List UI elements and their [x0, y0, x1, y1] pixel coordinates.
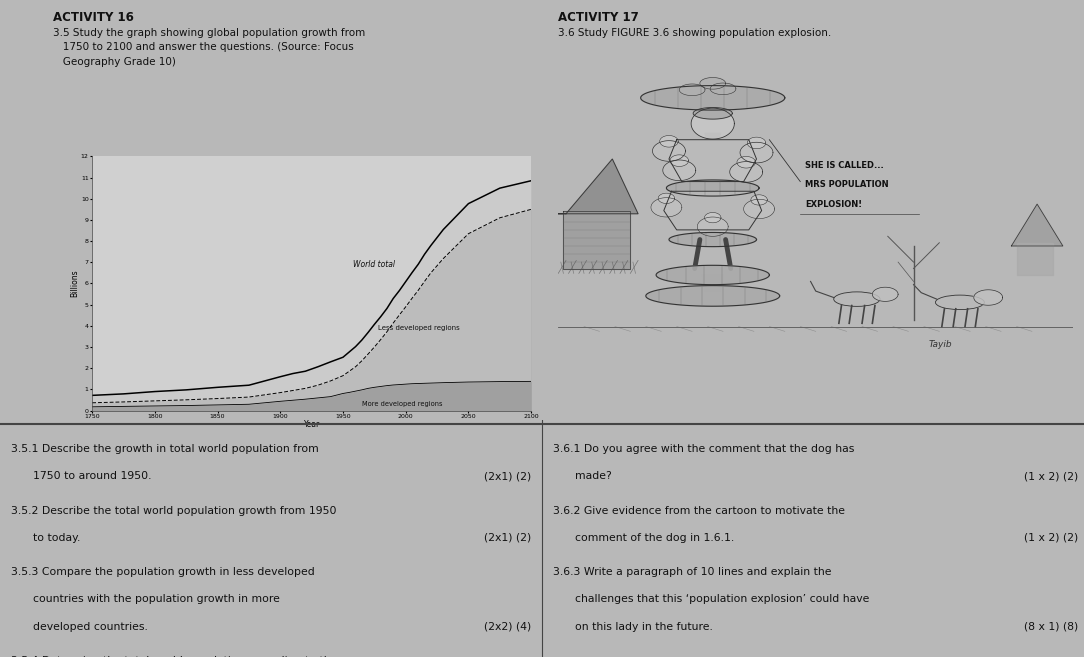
- Text: ACTIVITY 17: ACTIVITY 17: [558, 11, 638, 24]
- Polygon shape: [700, 78, 725, 89]
- Polygon shape: [744, 199, 774, 219]
- Text: 3.5 Study the graph showing global population growth from: 3.5 Study the graph showing global popul…: [53, 28, 365, 37]
- Polygon shape: [873, 287, 898, 302]
- Polygon shape: [973, 290, 1003, 306]
- Polygon shape: [737, 156, 756, 168]
- Text: to today.: to today.: [33, 533, 80, 543]
- Text: 1750 to around 1950.: 1750 to around 1950.: [33, 471, 151, 482]
- Polygon shape: [740, 143, 773, 163]
- Text: Geography Grade 10): Geography Grade 10): [53, 57, 177, 67]
- Polygon shape: [667, 180, 759, 196]
- Polygon shape: [705, 212, 721, 223]
- Text: 3.5.3 Compare the population growth in less developed: 3.5.3 Compare the population growth in l…: [11, 567, 314, 577]
- Text: challenges that this ‘population explosion’ could have: challenges that this ‘population explosi…: [575, 595, 869, 604]
- Text: EXPLOSION!: EXPLOSION!: [805, 200, 863, 209]
- Text: (2x2) (4): (2x2) (4): [483, 622, 531, 631]
- Polygon shape: [669, 233, 757, 246]
- Polygon shape: [663, 191, 762, 230]
- Text: (8 x 1) (8): (8 x 1) (8): [1024, 622, 1079, 631]
- Polygon shape: [658, 193, 674, 204]
- Polygon shape: [660, 135, 679, 147]
- Polygon shape: [653, 141, 685, 161]
- Polygon shape: [751, 194, 767, 205]
- Polygon shape: [646, 286, 779, 306]
- Text: 3.5.1 Describe the growth in total world population from: 3.5.1 Describe the growth in total world…: [11, 444, 319, 454]
- Text: on this lady in the future.: on this lady in the future.: [575, 622, 712, 631]
- Bar: [564, 210, 631, 269]
- Text: More developed regions: More developed regions: [362, 401, 442, 407]
- Polygon shape: [680, 84, 705, 95]
- Text: countries with the population growth in more: countries with the population growth in …: [33, 595, 280, 604]
- Polygon shape: [705, 133, 721, 139]
- Polygon shape: [662, 160, 696, 181]
- Polygon shape: [747, 137, 765, 148]
- Polygon shape: [556, 159, 638, 214]
- Bar: [1017, 243, 1053, 275]
- Text: World total: World total: [353, 260, 395, 269]
- Text: (1 x 2) (2): (1 x 2) (2): [1024, 471, 1079, 482]
- Polygon shape: [730, 162, 763, 182]
- Text: (2x1) (2): (2x1) (2): [483, 533, 531, 543]
- Polygon shape: [697, 217, 728, 237]
- Polygon shape: [651, 198, 682, 217]
- Text: 3.6.2 Give evidence from the cartoon to motivate the: 3.6.2 Give evidence from the cartoon to …: [553, 506, 844, 516]
- Text: 3.6 Study FIGURE 3.6 showing population explosion.: 3.6 Study FIGURE 3.6 showing population …: [558, 28, 831, 37]
- Text: made?: made?: [575, 471, 611, 482]
- Polygon shape: [669, 140, 757, 181]
- Text: (2x1) (2): (2x1) (2): [483, 471, 531, 482]
- Text: Tayib: Tayib: [929, 340, 953, 350]
- Text: ACTIVITY 16: ACTIVITY 16: [53, 11, 134, 24]
- Ellipse shape: [935, 295, 984, 309]
- Polygon shape: [710, 83, 736, 95]
- Text: SHE IS CALLED...: SHE IS CALLED...: [805, 161, 885, 170]
- Polygon shape: [1011, 204, 1062, 246]
- Text: comment of the dog in 1.6.1.: comment of the dog in 1.6.1.: [575, 533, 734, 543]
- Text: 3.5.4 Determine the total world population according to the: 3.5.4 Determine the total world populati…: [11, 656, 337, 657]
- Polygon shape: [702, 275, 723, 291]
- X-axis label: Year: Year: [304, 420, 320, 430]
- Text: 1750 to 2100 and answer the questions. (Source: Focus: 1750 to 2100 and answer the questions. (…: [53, 42, 354, 53]
- Polygon shape: [656, 265, 770, 284]
- Text: 3.6.3 Write a paragraph of 10 lines and explain the: 3.6.3 Write a paragraph of 10 lines and …: [553, 567, 831, 577]
- Text: developed countries.: developed countries.: [33, 622, 147, 631]
- Polygon shape: [693, 108, 733, 119]
- Text: 3.6.1 Do you agree with the comment that the dog has: 3.6.1 Do you agree with the comment that…: [553, 444, 854, 454]
- Y-axis label: Billions: Billions: [70, 269, 79, 298]
- Text: 3.5.2 Describe the total world population growth from 1950: 3.5.2 Describe the total world populatio…: [11, 506, 336, 516]
- Polygon shape: [670, 155, 688, 166]
- Text: Less developed regions: Less developed regions: [378, 325, 460, 331]
- Polygon shape: [692, 108, 734, 139]
- Polygon shape: [641, 85, 785, 110]
- Text: MRS POPULATION: MRS POPULATION: [805, 180, 889, 189]
- Ellipse shape: [834, 292, 880, 306]
- Text: (1 x 2) (2): (1 x 2) (2): [1024, 533, 1079, 543]
